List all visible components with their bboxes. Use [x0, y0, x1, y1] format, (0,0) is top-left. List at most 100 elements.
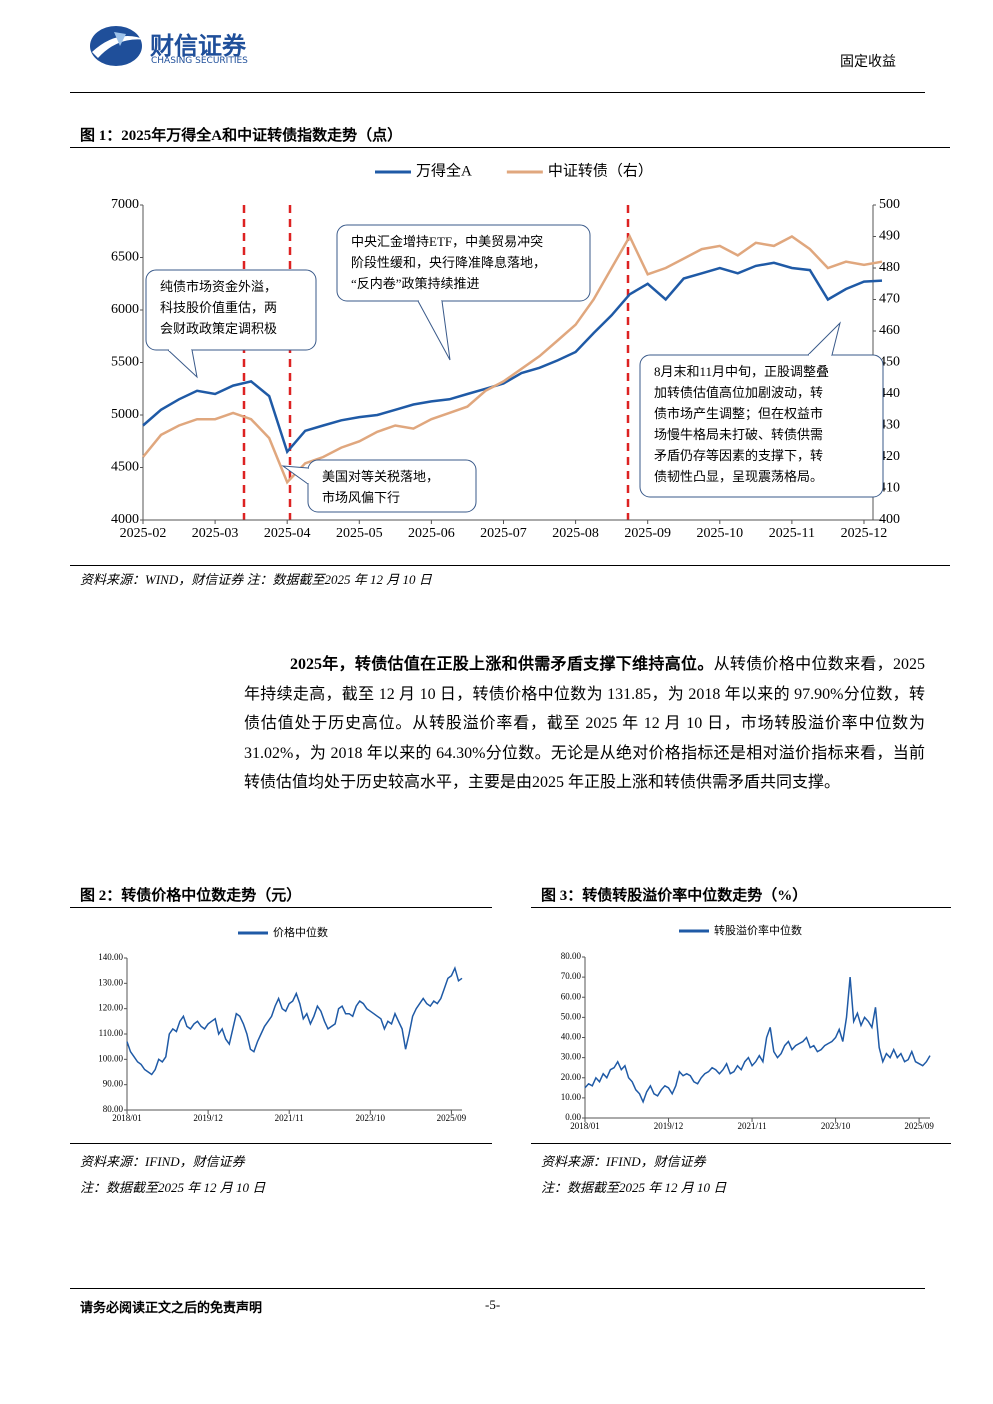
- y-tick-label: 40.00: [561, 1032, 582, 1042]
- source: 资料来源：IFIND，财信证券: [80, 1154, 245, 1169]
- legend-label: 中证转债（右）: [548, 162, 653, 179]
- y2-tick-label: 430: [879, 418, 900, 433]
- title-rule: [70, 147, 950, 148]
- y-tick-label: 130.00: [98, 977, 123, 987]
- y-tick-label: 30.00: [561, 1052, 582, 1062]
- chart: 80.00 90.00 100.00 110.00 120.00 130.00 140.00…: [98, 925, 467, 1123]
- series-line: [142, 233, 883, 485]
- x-tick-label: 2023/10: [356, 1113, 386, 1123]
- callout-pointer: [281, 465, 309, 485]
- y-tick-label: 6500: [111, 250, 139, 265]
- y2-tick-label: 450: [879, 355, 900, 370]
- series-line: [126, 965, 463, 1076]
- chart: 4000 4500 5000 5500 6000 6500 7000 400 410 420 430…: [111, 161, 900, 541]
- x-tick-label: 2021/11: [737, 1121, 766, 1131]
- figure-title: 图 3：转债转股溢价率中位数走势（%）: [541, 888, 808, 904]
- x-tick-label: 2025/09: [904, 1121, 934, 1131]
- annotation-text: 债市场产生调整；但在权益市: [654, 406, 823, 422]
- annotation-text: 中央汇金增持ETF，中美贸易冲突: [351, 234, 543, 249]
- figure-title: 图 1：2025年万得全A和中证转债指数走势（点）: [80, 128, 403, 144]
- y-tick-label: 7000: [111, 197, 139, 212]
- logo: [90, 26, 146, 66]
- series-line: [584, 977, 931, 1104]
- annotation-text: 债韧性凸显，呈现震荡格局。: [654, 469, 823, 484]
- annotation-text: 矛盾仍存等因素的支撑下，转: [654, 448, 823, 463]
- paragraph-body: 从转债价格中位数来看，2025 年持续走高，截至 12 月 10 日，转债价格中…: [244, 656, 925, 791]
- y-tick-label: 5500: [111, 355, 139, 370]
- y2-tick-label: 480: [879, 260, 900, 275]
- source: 资料来源：IFIND，财信证券: [541, 1154, 706, 1169]
- source: 资料来源：WIND，财信证券 注：数据截至2025 年 12 月 10 日: [80, 572, 432, 587]
- callout-box: [145, 269, 317, 351]
- paragraph: 2025年，转债估值在正股上涨和供需矛盾支撑下维持高位。从转债价格中位数来看，2…: [244, 650, 925, 798]
- x-tick-label: 2025-02: [120, 526, 167, 541]
- page-number: -5-: [485, 1297, 501, 1312]
- x-tick-label: 2025-08: [552, 526, 599, 541]
- y-tick-label: 10.00: [561, 1092, 582, 1102]
- y-tick-label: 50.00: [561, 1011, 582, 1021]
- y-tick-label: 4000: [111, 512, 139, 527]
- callout-box: [336, 224, 591, 302]
- x-tick-label: 2019/12: [193, 1113, 223, 1123]
- x-tick-label: 2025-10: [696, 526, 743, 541]
- header-rule: [70, 92, 925, 93]
- source-rule: [70, 1143, 492, 1144]
- y-tick-label: 70.00: [561, 971, 582, 981]
- legend-label: 万得全A: [416, 161, 472, 179]
- disclaimer: 请务必阅读正文之后的免责声明: [80, 1300, 263, 1315]
- x-tick-label: 2021/11: [275, 1113, 304, 1123]
- footer-rule: [70, 1288, 925, 1289]
- x-tick-label: 2025-09: [624, 526, 671, 541]
- source-rule: [531, 1143, 951, 1144]
- x-tick-label: 2025-06: [408, 526, 455, 541]
- legend-label: 价格中位数: [273, 925, 328, 939]
- company: 财信证券: [150, 32, 246, 60]
- y-tick-label: 60.00: [561, 991, 582, 1001]
- y2-tick-label: 490: [879, 229, 900, 244]
- callout-box: [639, 354, 884, 498]
- y-tick-label: 140.00: [98, 952, 123, 962]
- note: 注：数据截至2025 年 12 月 10 日: [80, 1180, 266, 1195]
- figure-title: 图 2：转债价格中位数走势（元）: [80, 888, 302, 904]
- y2-tick-label: 440: [879, 386, 900, 401]
- annotation-text: 美国对等关税落地，: [322, 469, 439, 484]
- annotation-text: 场慢牛格局未打破、转债供需: [654, 427, 823, 442]
- chart: 0.00 10.00 20.00 30.00 40.00 50.00 60.00 70.00 8…: [561, 923, 935, 1131]
- x-tick-label: 2018/01: [570, 1121, 600, 1131]
- annotation-text: 纯债市场资金外溢，: [160, 279, 277, 294]
- y-tick-label: 4500: [111, 460, 139, 475]
- annotation-text: 加转债估值高位加剧波动，转: [654, 385, 823, 400]
- annotation-text: 8月末和11月中旬，正股调整叠: [654, 364, 829, 379]
- title-rule: [70, 907, 492, 908]
- y2-tick-label: 500: [879, 197, 900, 212]
- series-line: [142, 261, 883, 455]
- x-tick-label: 2025/09: [437, 1113, 467, 1123]
- x-tick-label: 2025-12: [841, 526, 888, 541]
- y-tick-label: 0.00: [565, 1112, 581, 1122]
- x-tick-label: 2025-03: [192, 526, 239, 541]
- x-tick-label: 2019/12: [654, 1121, 684, 1131]
- company-en: CHASING SECURITIES: [151, 56, 248, 66]
- annotation-text: 阶段性缓和，央行降准降息落地，: [351, 255, 546, 270]
- y-tick-label: 80.00: [103, 1104, 124, 1114]
- annotation-text: 科技股价值重估，两: [160, 300, 277, 315]
- y-tick-label: 110.00: [99, 1028, 124, 1038]
- y-tick-label: 120.00: [98, 1003, 123, 1013]
- y2-tick-label: 410: [879, 481, 900, 496]
- y2-tick-label: 460: [879, 323, 900, 338]
- y-tick-label: 90.00: [103, 1079, 124, 1089]
- x-tick-label: 2023/10: [821, 1121, 851, 1131]
- note: 注：数据截至2025 年 12 月 10 日: [541, 1180, 727, 1195]
- y-tick-label: 5000: [111, 407, 139, 422]
- x-tick-label: 2025-05: [336, 526, 383, 541]
- annotation-text: 会财政政策定调积极: [160, 321, 277, 336]
- section: 固定收益: [840, 55, 896, 70]
- y-tick-label: 100.00: [98, 1053, 123, 1063]
- annotation-text: “反内卷”政策持续推进: [351, 276, 480, 291]
- x-tick-label: 2025-04: [264, 526, 311, 541]
- y-tick-label: 20.00: [561, 1072, 582, 1082]
- callout-pointer: [167, 349, 198, 379]
- legend-label: 转股溢价率中位数: [714, 923, 802, 937]
- title-rule: [531, 907, 951, 908]
